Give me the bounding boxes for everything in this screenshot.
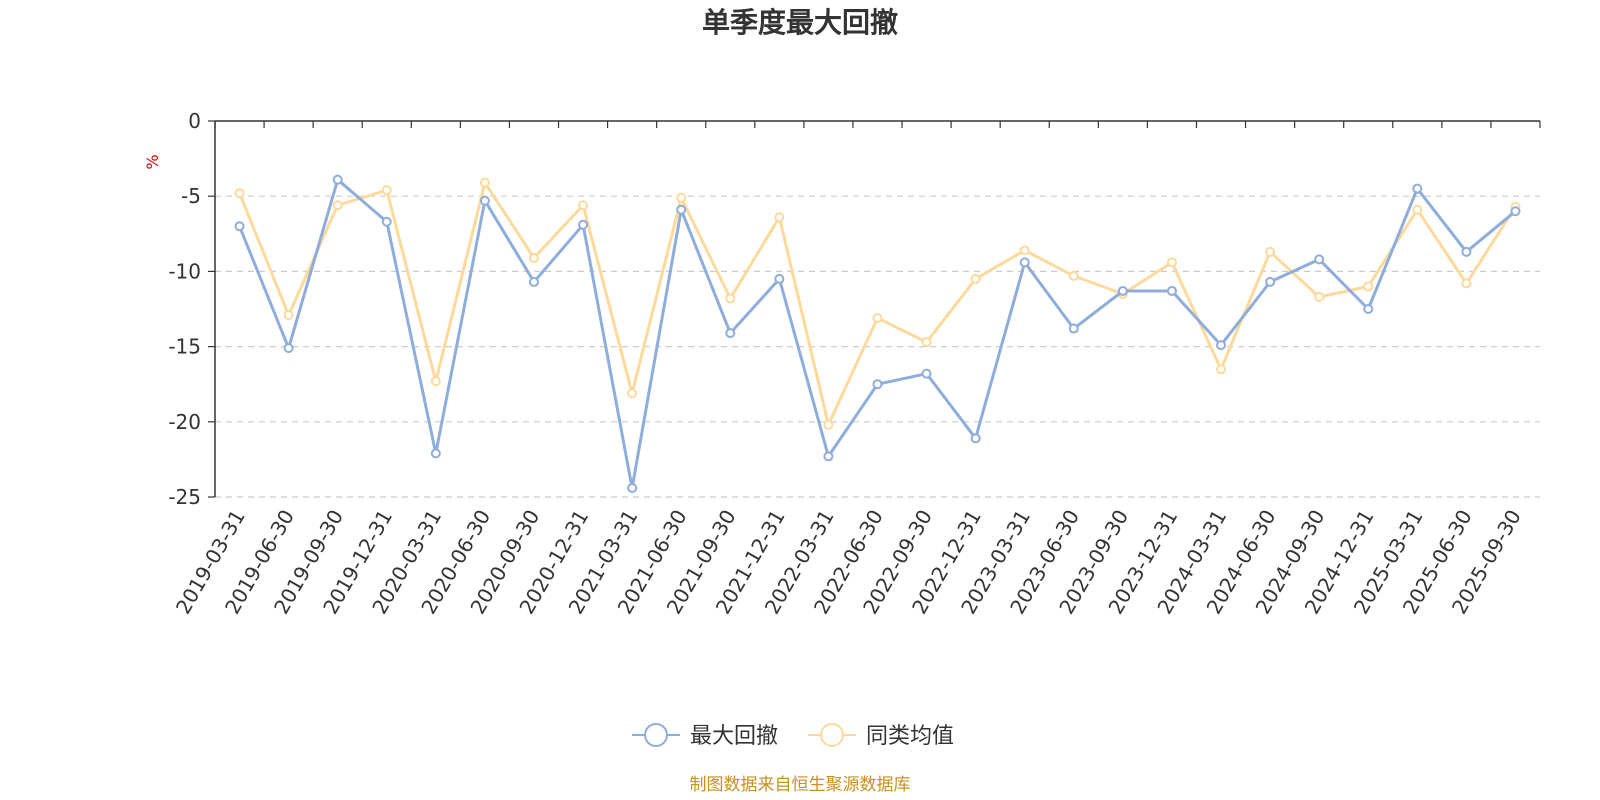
data-point[interactable] [1412,183,1423,194]
y-tick-label: -15 [168,335,201,359]
data-point[interactable] [1019,245,1030,256]
data-point[interactable] [528,276,539,287]
y-tick-label: -20 [168,410,201,434]
data-point[interactable] [528,252,539,263]
y-tick-label: -25 [168,485,201,509]
chart-title: 单季度最大回撤 [702,6,898,39]
gridlines [215,195,1540,498]
y-axis-unit-label: % [143,154,162,169]
data-point[interactable] [1412,204,1423,215]
data-point[interactable] [1314,291,1325,302]
data-point[interactable] [430,376,441,387]
axes [214,120,1540,497]
data-point[interactable] [1068,270,1079,281]
data-point[interactable] [823,419,834,430]
data-point[interactable] [381,216,392,227]
data-point[interactable] [234,188,245,199]
data-point[interactable] [283,310,294,321]
data-point[interactable] [283,343,294,354]
data-point[interactable] [430,448,441,459]
y-tick-label: -5 [181,184,201,208]
data-point[interactable] [332,200,343,211]
data-point[interactable] [823,451,834,462]
data-point[interactable] [1117,285,1128,296]
source-note: 制图数据来自恒生聚源数据库 [690,775,911,795]
legend[interactable]: 最大回撤 同类均值 [632,723,954,749]
data-point[interactable] [1265,276,1276,287]
data-point[interactable] [774,212,785,223]
data-point[interactable] [381,185,392,196]
x-axis-ticks: 2019-03-312019-06-302019-09-302019-12-31… [171,121,1541,618]
data-point[interactable] [1019,257,1030,268]
y-axis-ticks: 0 -5 -10 -15 -20 -25 [168,109,215,509]
data-point[interactable] [627,388,638,399]
data-point[interactable] [1166,285,1177,296]
data-point[interactable] [970,273,981,284]
data-point[interactable] [725,293,736,304]
data-point[interactable] [1363,304,1374,314]
data-point[interactable] [234,221,245,232]
legend-marker [644,723,668,747]
data-point[interactable] [1461,278,1472,289]
legend-item-1[interactable]: 同类均值 [808,723,954,749]
data-point[interactable] [1363,281,1374,292]
data-point[interactable] [1461,246,1472,257]
data-point[interactable] [1216,364,1227,375]
y-tick-label: -10 [168,259,201,283]
data-point[interactable] [921,368,932,379]
data-point[interactable] [676,192,687,203]
series-layer [234,174,1521,493]
data-point[interactable] [872,313,883,324]
data-point[interactable] [921,337,932,348]
data-point[interactable] [1510,206,1521,217]
data-point[interactable] [872,379,883,390]
series-line-0 [238,178,1517,490]
legend-marker [820,723,844,747]
legend-item-0[interactable]: 最大回撤 [632,723,778,749]
data-point[interactable] [676,204,687,215]
data-point[interactable] [725,328,736,339]
data-point[interactable] [627,482,638,493]
data-point[interactable] [332,174,343,185]
legend-label: 最大回撤 [690,724,778,749]
legend-label: 同类均值 [866,724,954,749]
data-point[interactable] [774,273,785,284]
data-point[interactable] [970,433,981,444]
y-tick-label: 0 [188,109,201,133]
data-point[interactable] [1265,246,1276,257]
data-point[interactable] [578,200,589,211]
data-point[interactable] [1314,254,1325,265]
data-point[interactable] [1166,257,1177,268]
data-point[interactable] [578,219,589,230]
data-point[interactable] [1068,323,1079,334]
data-point[interactable] [479,177,490,188]
data-point[interactable] [1216,340,1227,351]
data-point[interactable] [479,195,490,206]
